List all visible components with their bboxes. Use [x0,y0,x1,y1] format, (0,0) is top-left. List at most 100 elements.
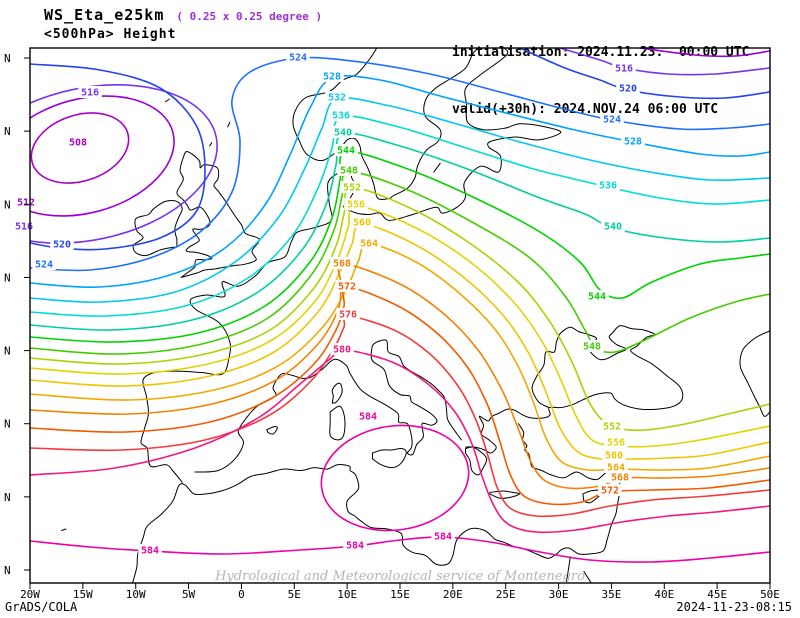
coastline-path [739,330,770,417]
y-axis-label: N [4,125,11,138]
contour-label: 544 [337,146,355,157]
contour-label: 520 [619,84,637,95]
contour-lines [30,48,770,563]
y-axis-label: N [4,491,11,504]
coastline-path [583,571,592,583]
contour-label: 512 [17,198,35,209]
axis-ticks [24,57,771,589]
contour-label-bg [138,544,162,556]
x-axis-label: 30E [549,588,569,601]
contour-label: 568 [333,259,351,270]
coastline-path [132,200,183,257]
contour-512 [30,95,175,217]
contour-label: 560 [605,451,623,462]
contour-label-bg [600,420,624,432]
contour-label: 516 [81,88,99,99]
contour-label: 516 [615,64,633,75]
coastline-path [266,426,278,435]
grads-credit: GrADS/COLA [5,600,78,614]
title-line: WS_Eta_e25km ( 0.25 x 0.25 degree ) [44,5,322,24]
contour-536 [30,115,770,317]
contour-label: 540 [604,222,622,233]
contour-label: 552 [343,183,361,194]
contour-label-bg [50,238,74,250]
y-axis-label: N [4,198,11,211]
contour-label: 548 [340,166,358,177]
contour-568 [30,263,770,490]
contour-540 [30,132,770,331]
header-left: WS_Eta_e25km ( 0.25 x 0.25 degree ) <500h… [44,5,322,42]
coastline-path [132,423,625,583]
contour-label-bg [325,91,349,103]
contour-labels: 5085125165165205205245245245285285325365… [12,51,645,557]
contour-label: 584 [141,546,159,557]
x-axis-label: 35E [601,588,621,601]
contour-label-bg [340,181,364,193]
x-axis-label: 0 [238,588,245,601]
contour-label: 584 [359,412,377,423]
contour-label-bg [612,62,636,74]
contour-label: 532 [328,93,346,104]
coastline-path [489,490,521,499]
x-axis-label: 10E [337,588,357,601]
contour-label-bg [608,471,632,483]
contour-label: 528 [323,72,341,83]
coastline-path [164,98,170,103]
contour-label-bg [337,164,361,176]
x-axis-labels: 20W 15W 10W 5W 0 5E 10E 15E 20E 25E 30E 35E 40E 45E 50… [20,588,780,601]
coastline-path [465,446,488,476]
creation-timestamp: 2024-11-23-08:15 [676,600,792,614]
contour-label-bg [431,530,455,542]
x-axis-label: 15W [73,588,93,601]
contour-label: 520 [53,240,71,251]
coastline-path [465,325,684,454]
x-axis-label: 20W [20,588,40,601]
contour-label: 568 [611,473,629,484]
contour-label-bg [336,308,360,320]
contour-label: 548 [583,342,601,353]
contour-label-bg [329,109,353,121]
contour-516 [559,48,770,76]
contour-label: 536 [599,181,617,192]
contour-label-bg [596,179,620,191]
contour-label-bg [335,280,359,292]
contour-label-bg [585,290,609,302]
watermark: Hydrological and Meteorological service … [215,569,585,584]
contour-label-bg [330,257,354,269]
model-name: WS_Eta_e25km [44,6,165,24]
contour-label-bg [602,449,626,461]
x-axis-label: 15E [390,588,410,601]
y-axis-label: N [4,52,11,65]
contour-label-bg [598,484,622,496]
map-border [29,47,771,584]
contour-524 [30,56,770,272]
contour-label-bg [32,258,56,270]
contour-label-bg [580,340,604,352]
contour-512 [639,48,770,58]
contour-label: 572 [601,486,619,497]
y-axis-label: N [4,271,11,284]
contour-label-bg [604,461,628,473]
contour-520 [30,63,206,251]
contour-label: 556 [607,438,625,449]
contour-label-bg [621,135,645,147]
contour-label-bg [78,86,102,98]
contour-label: 516 [15,222,33,233]
contour-548 [30,171,770,355]
contour-label-bg [604,436,628,448]
contour-label-bg [286,51,310,63]
x-axis-label: 5E [288,588,301,601]
x-axis-label: 50E [760,588,780,601]
contour-label-bg [343,539,367,551]
coastline-path [372,448,407,469]
contour-label-bg [600,113,624,125]
contour-label: 576 [339,310,357,321]
coastline-path [329,405,346,441]
contour-556 [30,205,770,448]
field-label: <500hPa> Height [44,27,177,42]
contour-label: 564 [360,239,378,250]
contour-label: 508 [69,138,87,149]
contour-572 [30,286,770,506]
contour-label: 552 [603,422,621,433]
